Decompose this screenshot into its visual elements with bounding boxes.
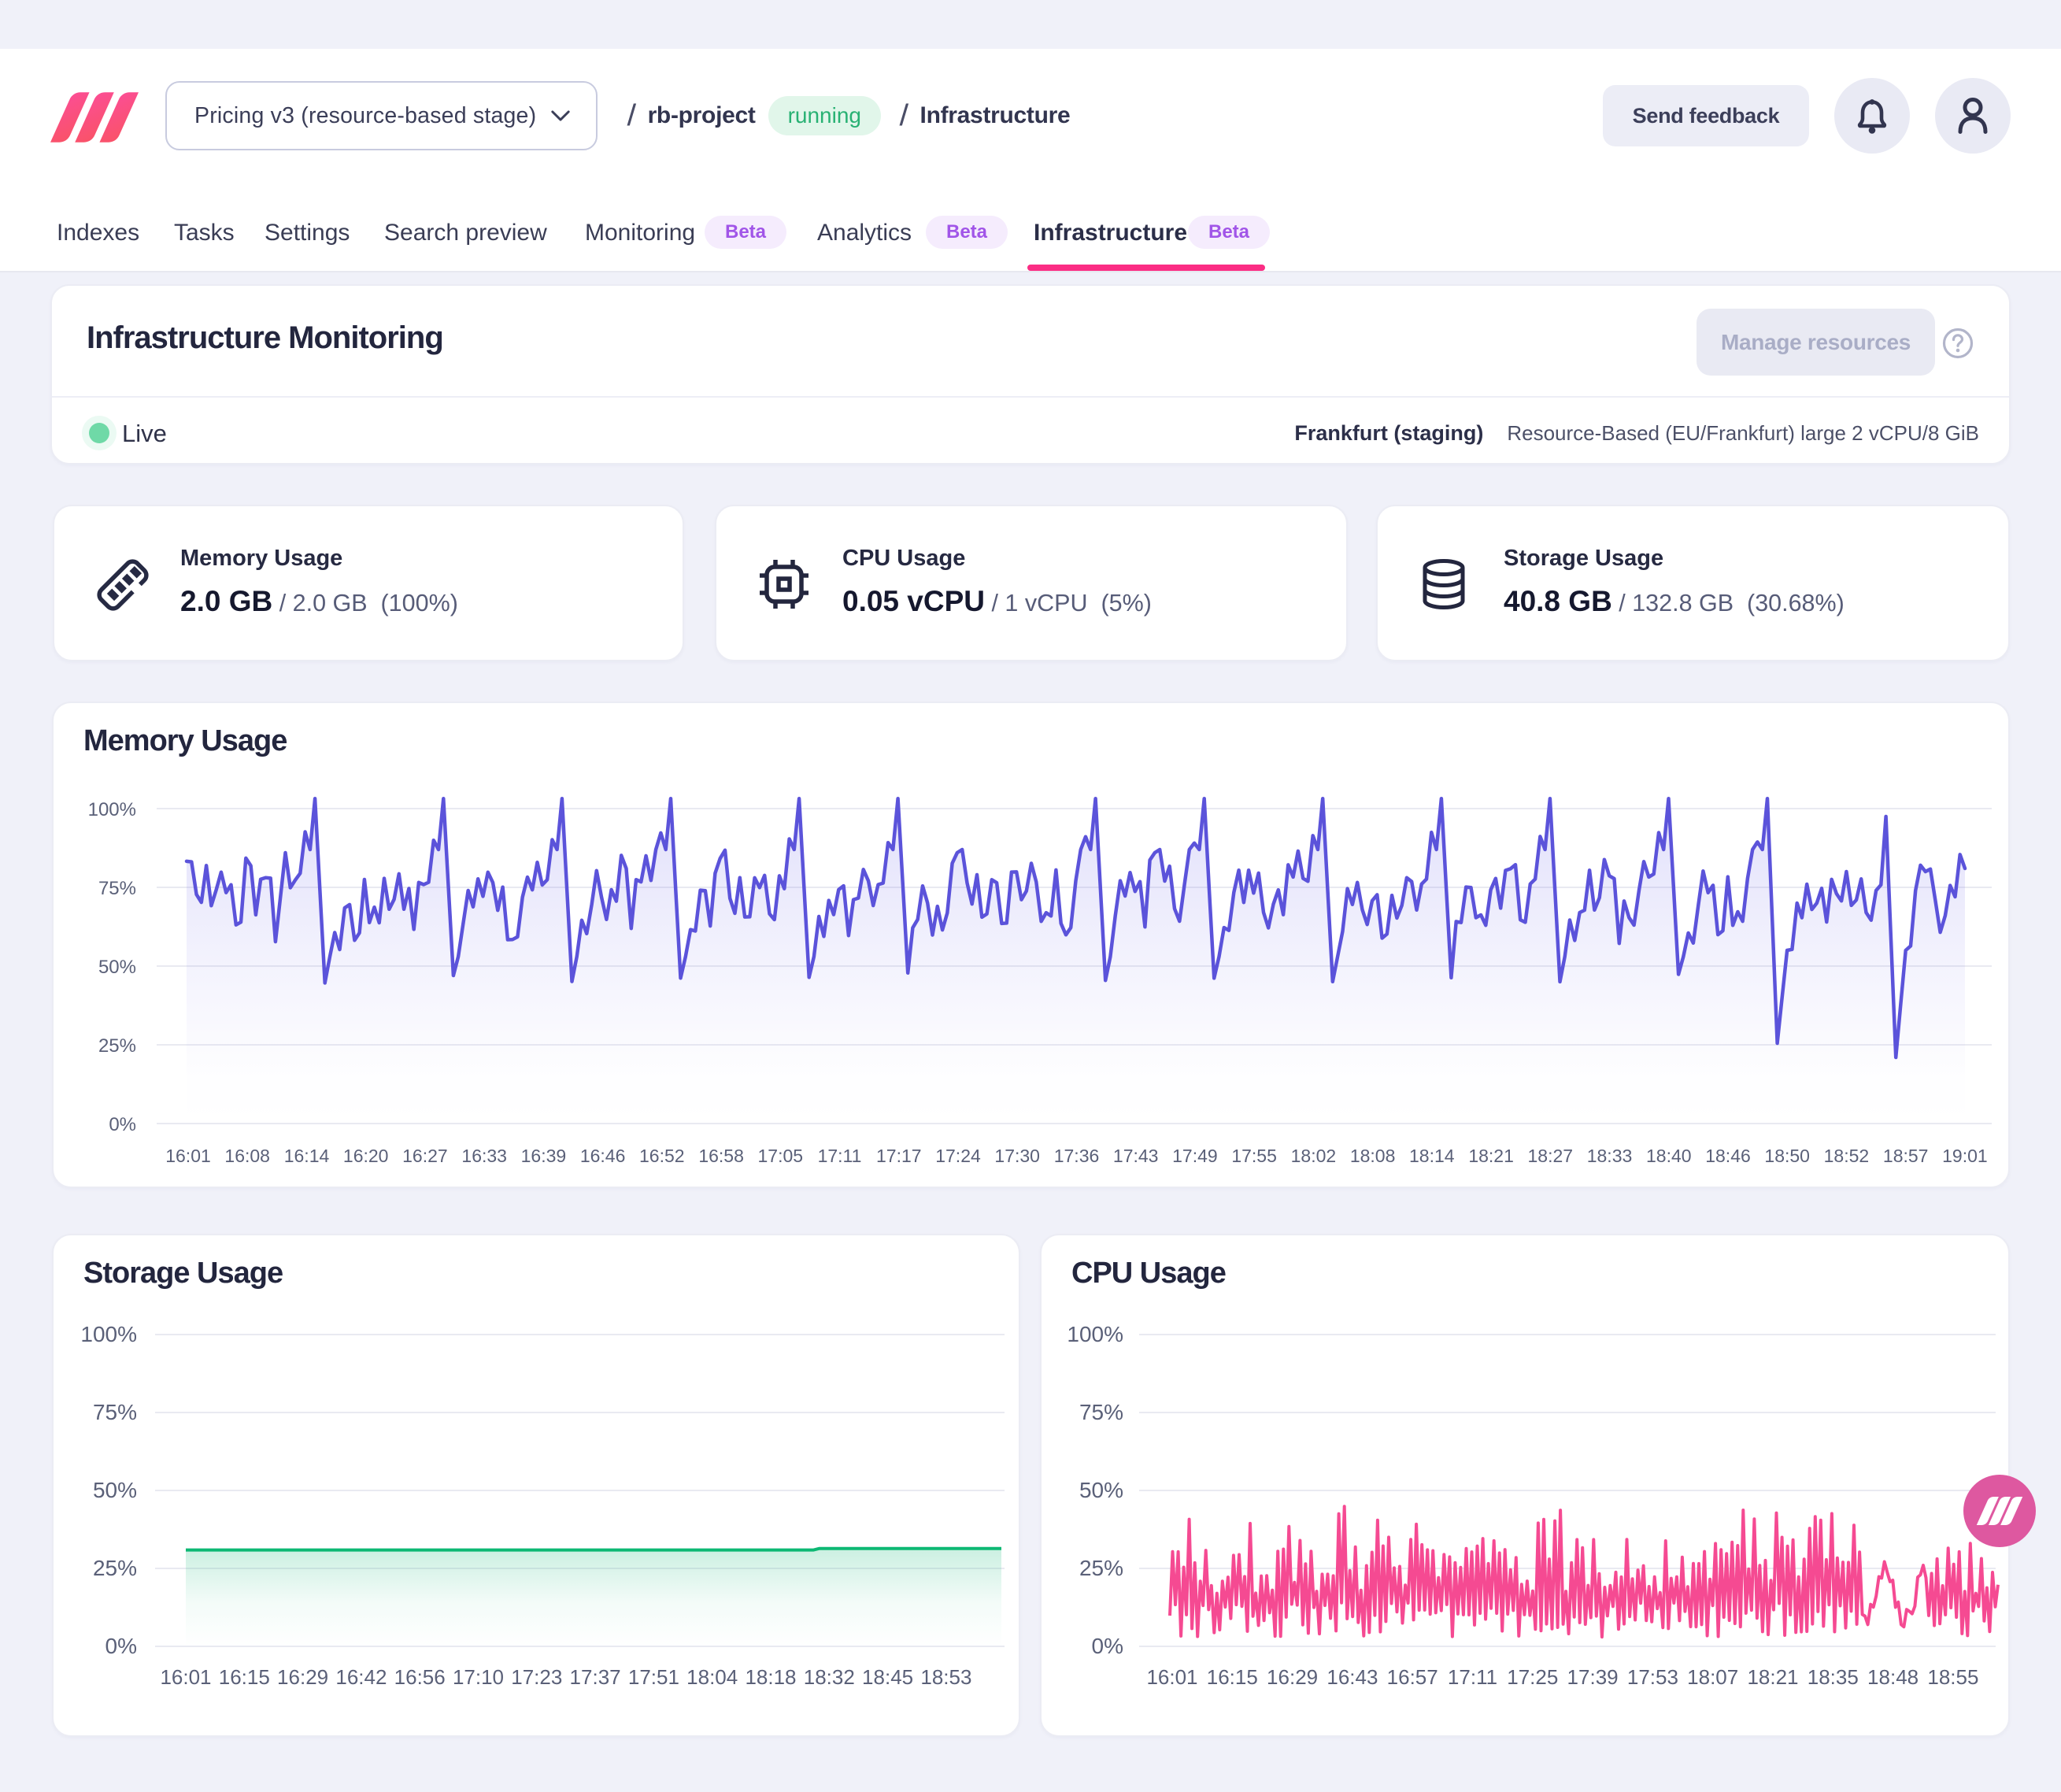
svg-text:18:57: 18:57 [1883, 1146, 1929, 1166]
svg-text:18:07: 18:07 [1687, 1665, 1738, 1689]
svg-text:50%: 50% [98, 957, 136, 978]
svg-text:18:02: 18:02 [1291, 1146, 1337, 1166]
svg-text:25%: 25% [1079, 1556, 1123, 1580]
svg-text:16:57: 16:57 [1387, 1665, 1438, 1689]
svg-text:17:49: 17:49 [1172, 1146, 1218, 1166]
svg-text:18:46: 18:46 [1705, 1146, 1751, 1166]
svg-text:17:30: 17:30 [994, 1146, 1040, 1166]
svg-text:16:29: 16:29 [1267, 1665, 1318, 1689]
svg-text:17:43: 17:43 [1113, 1146, 1159, 1166]
svg-text:17:36: 17:36 [1054, 1146, 1100, 1166]
svg-text:50%: 50% [93, 1478, 137, 1502]
svg-text:18:48: 18:48 [1867, 1665, 1919, 1689]
svg-text:16:46: 16:46 [580, 1146, 626, 1166]
svg-text:16:56: 16:56 [394, 1665, 446, 1689]
svg-text:17:37: 17:37 [570, 1665, 621, 1689]
svg-text:16:01: 16:01 [160, 1665, 211, 1689]
svg-text:18:55: 18:55 [1927, 1665, 1978, 1689]
svg-text:16:43: 16:43 [1327, 1665, 1378, 1689]
svg-text:18:32: 18:32 [804, 1665, 855, 1689]
svg-text:18:53: 18:53 [920, 1665, 971, 1689]
svg-text:16:15: 16:15 [219, 1665, 270, 1689]
svg-text:100%: 100% [1067, 1322, 1123, 1346]
svg-text:18:50: 18:50 [1764, 1146, 1810, 1166]
svg-text:75%: 75% [93, 1400, 137, 1424]
svg-text:0%: 0% [105, 1634, 137, 1658]
svg-text:18:27: 18:27 [1528, 1146, 1574, 1166]
svg-text:17:39: 17:39 [1567, 1665, 1619, 1689]
svg-text:18:04: 18:04 [686, 1665, 738, 1689]
svg-text:75%: 75% [1079, 1400, 1123, 1424]
svg-text:16:58: 16:58 [698, 1146, 744, 1166]
svg-text:18:40: 18:40 [1646, 1146, 1692, 1166]
svg-text:18:14: 18:14 [1409, 1146, 1455, 1166]
svg-text:16:20: 16:20 [343, 1146, 389, 1166]
svg-text:16:33: 16:33 [461, 1146, 507, 1166]
svg-text:16:39: 16:39 [521, 1146, 567, 1166]
svg-text:16:29: 16:29 [277, 1665, 328, 1689]
svg-text:50%: 50% [1079, 1478, 1123, 1502]
svg-text:17:55: 17:55 [1231, 1146, 1277, 1166]
svg-text:17:05: 17:05 [758, 1146, 804, 1166]
svg-text:0%: 0% [1092, 1634, 1123, 1658]
svg-text:18:21: 18:21 [1468, 1146, 1514, 1166]
svg-text:18:35: 18:35 [1808, 1665, 1859, 1689]
svg-text:17:11: 17:11 [818, 1146, 862, 1166]
svg-text:16:08: 16:08 [224, 1146, 270, 1166]
svg-text:0%: 0% [109, 1114, 136, 1135]
svg-text:16:01: 16:01 [1146, 1665, 1197, 1689]
svg-text:17:10: 17:10 [453, 1665, 504, 1689]
svg-text:17:17: 17:17 [876, 1146, 922, 1166]
svg-text:18:52: 18:52 [1824, 1146, 1870, 1166]
svg-text:18:21: 18:21 [1747, 1665, 1798, 1689]
svg-text:75%: 75% [98, 878, 136, 899]
svg-text:17:53: 17:53 [1627, 1665, 1678, 1689]
svg-text:18:18: 18:18 [745, 1665, 796, 1689]
svg-text:16:42: 16:42 [335, 1665, 387, 1689]
svg-text:18:45: 18:45 [862, 1665, 913, 1689]
svg-text:16:52: 16:52 [639, 1146, 685, 1166]
svg-text:100%: 100% [88, 799, 136, 820]
svg-text:17:25: 17:25 [1507, 1665, 1558, 1689]
svg-text:17:11: 17:11 [1448, 1665, 1497, 1689]
svg-text:16:15: 16:15 [1207, 1665, 1258, 1689]
svg-text:18:33: 18:33 [1587, 1146, 1633, 1166]
svg-text:25%: 25% [98, 1035, 136, 1057]
svg-text:17:23: 17:23 [511, 1665, 562, 1689]
svg-text:100%: 100% [80, 1322, 137, 1346]
svg-text:18:08: 18:08 [1350, 1146, 1396, 1166]
svg-text:19:01: 19:01 [1942, 1146, 1988, 1166]
svg-text:16:01: 16:01 [165, 1146, 211, 1166]
svg-text:16:27: 16:27 [402, 1146, 448, 1166]
svg-text:25%: 25% [93, 1556, 137, 1580]
svg-text:17:24: 17:24 [935, 1146, 981, 1166]
svg-text:16:14: 16:14 [284, 1146, 330, 1166]
svg-text:17:51: 17:51 [628, 1665, 679, 1689]
